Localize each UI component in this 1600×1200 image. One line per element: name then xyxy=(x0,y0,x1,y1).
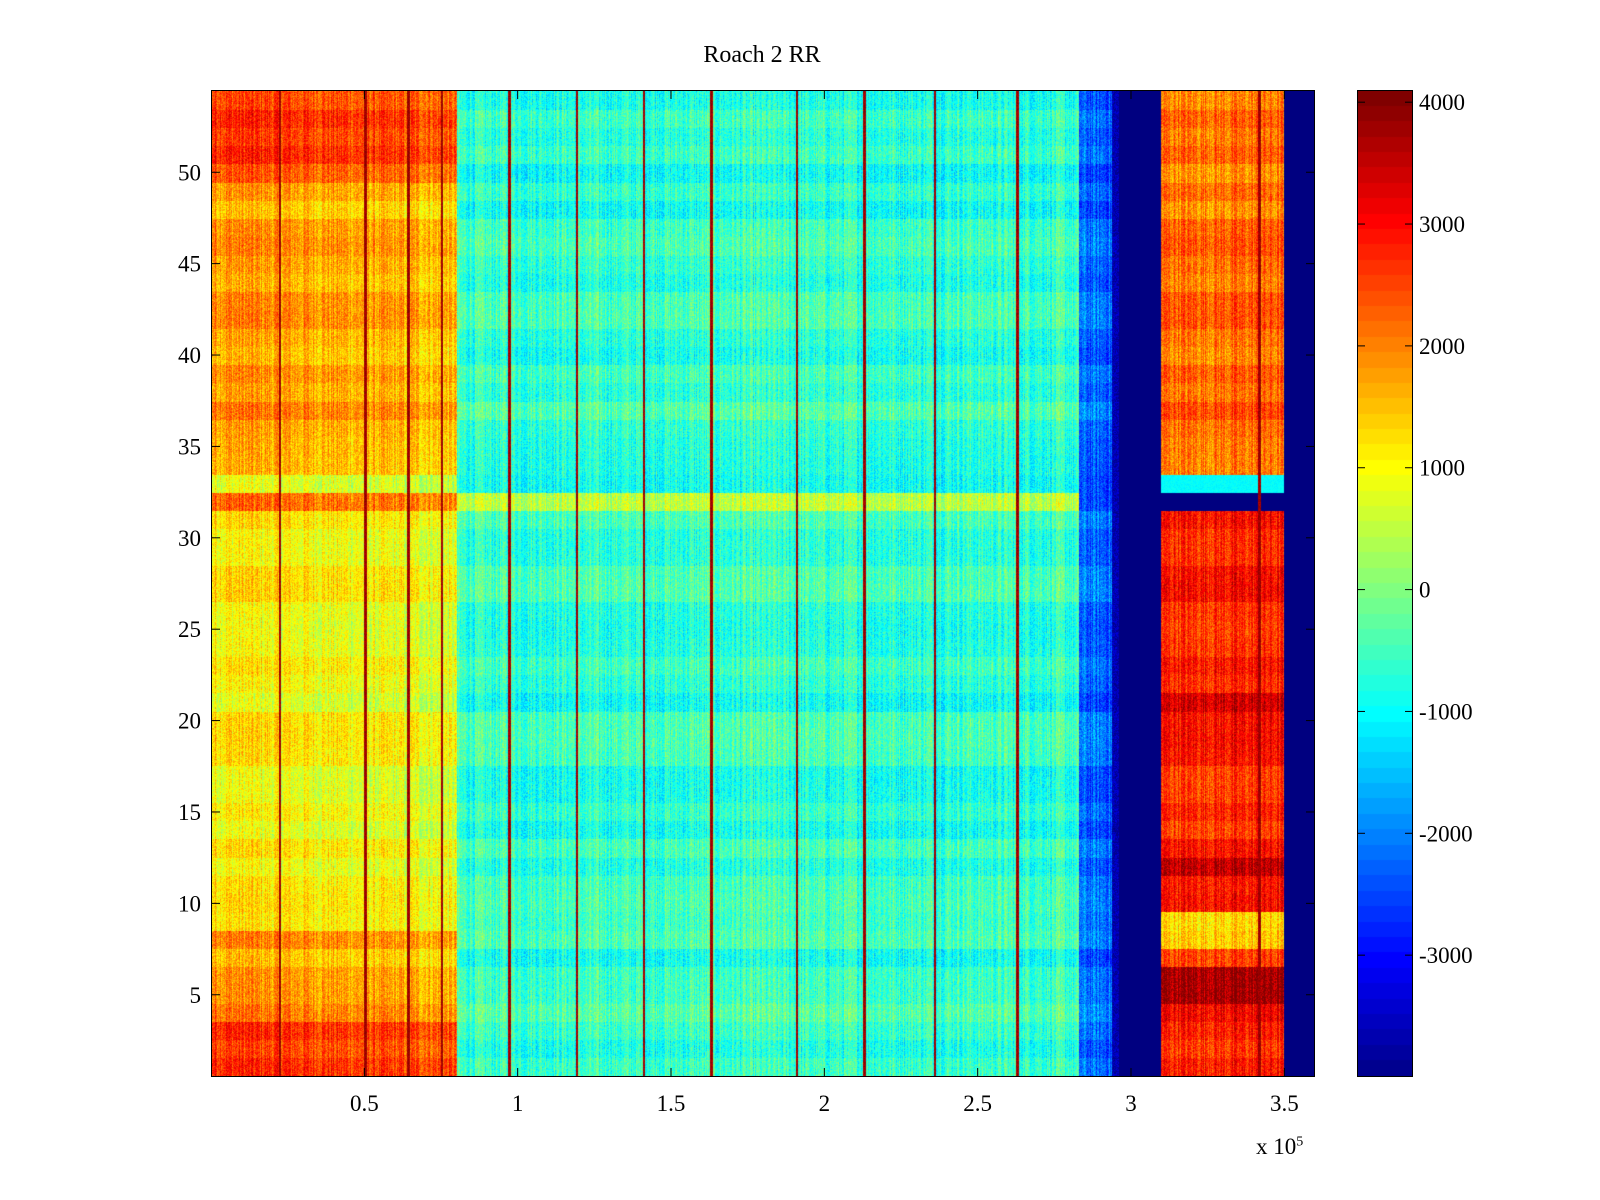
colorbar-tick-label: 1000 xyxy=(1419,456,1465,481)
y-tick-label: 10 xyxy=(178,891,201,916)
colorbar-tick-label: 2000 xyxy=(1419,334,1465,359)
colorbar-tick-label: -2000 xyxy=(1419,821,1473,846)
heatmap xyxy=(212,91,1314,1076)
colorbar-tick-label: 3000 xyxy=(1419,212,1465,237)
x-exponent-power: 5 xyxy=(1296,1134,1304,1150)
y-tick-label: 15 xyxy=(178,800,201,825)
x-tick-label: 2.5 xyxy=(963,1091,992,1116)
x-tick-label: 3.5 xyxy=(1270,1091,1299,1116)
colorbar-gradient xyxy=(1358,91,1412,1076)
y-tick-label: 40 xyxy=(178,343,201,368)
y-tick-label: 35 xyxy=(178,434,201,459)
x-tick-label: 3 xyxy=(1125,1091,1137,1116)
x-exponent-label: x 105 xyxy=(1256,1134,1303,1160)
y-tick-label: 25 xyxy=(178,617,201,642)
x-tick-label: 0.5 xyxy=(350,1091,379,1116)
chart-title: Roach 2 RR xyxy=(703,42,821,68)
y-tick-label: 30 xyxy=(178,526,201,551)
y-tick-label: 20 xyxy=(178,709,201,734)
colorbar-tick-label: 0 xyxy=(1419,578,1431,603)
colorbar xyxy=(1357,90,1413,1077)
x-exponent-base: x 10 xyxy=(1256,1134,1297,1159)
colorbar-tick-label: -1000 xyxy=(1419,699,1473,724)
x-tick-label: 1.5 xyxy=(657,1091,686,1116)
colorbar-tick-label: -3000 xyxy=(1419,943,1473,968)
plot-area xyxy=(211,90,1315,1077)
x-tick-label: 1 xyxy=(512,1091,524,1116)
x-tick-label: 2 xyxy=(819,1091,831,1116)
y-tick-label: 5 xyxy=(190,983,202,1008)
colorbar-tick-label: 4000 xyxy=(1419,90,1465,115)
y-tick-label: 50 xyxy=(178,160,201,185)
y-tick-label: 45 xyxy=(178,252,201,277)
